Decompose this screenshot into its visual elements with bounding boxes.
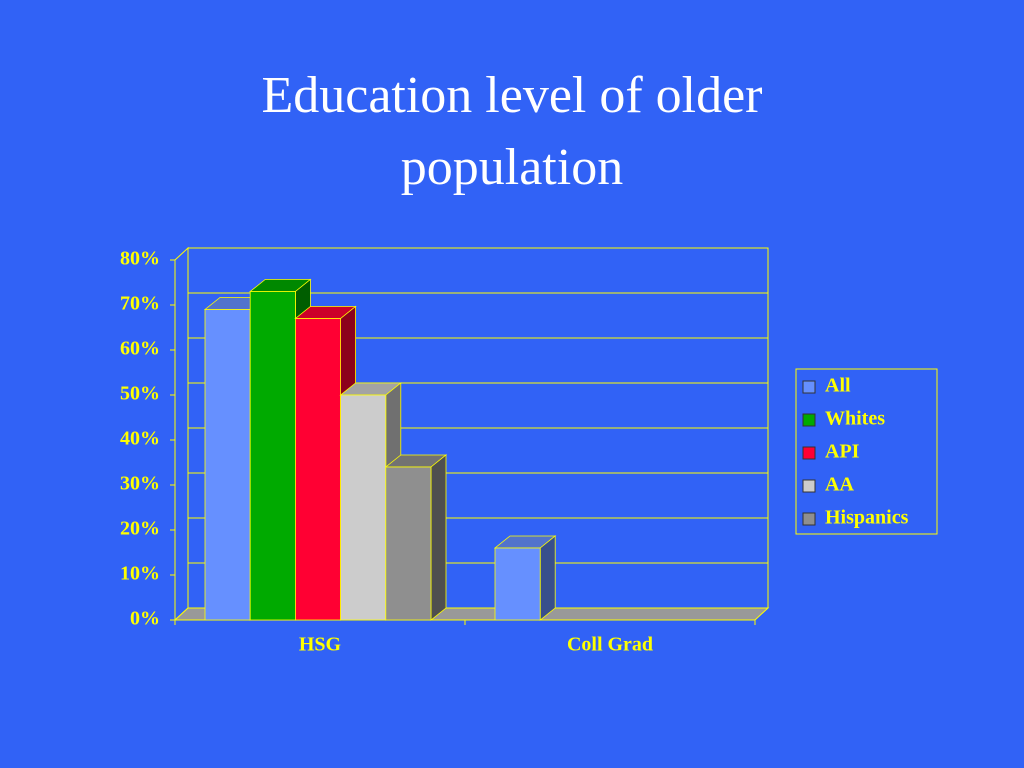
legend-swatch [802,413,816,427]
legend-swatch [802,479,816,493]
chart-title: Education level of older population [261,67,762,196]
bar-front [385,466,432,621]
y-tick-label: 40% [120,428,160,450]
y-tick-label: 70% [120,293,160,315]
bar [493,535,557,621]
legend-label: AA [825,474,854,496]
legend-box [795,368,938,535]
x-tick-label: Coll Grad [567,634,653,656]
bar-side [430,454,447,621]
x-tick-label: HSG [299,634,342,656]
y-tick-label: 30% [120,473,160,495]
legend-swatch [802,446,816,460]
bar-front [494,547,541,621]
bar-side [539,535,556,621]
bar-front [249,291,296,621]
legend-label: Hispanics [825,507,909,529]
y-tick-label: 20% [120,518,160,540]
legend-swatch [802,380,816,394]
bar-front [340,394,387,621]
bar-front [204,309,251,621]
y-tick-label: 0% [130,608,160,630]
bar-front [294,318,341,621]
bar [384,454,448,621]
legend-label: All [825,375,851,397]
legend-swatch [802,512,816,526]
y-tick-label: 60% [120,338,160,360]
y-tick-label: 50% [120,383,160,405]
y-tick-label: 80% [120,248,160,270]
legend-label: API [825,441,860,463]
legend-label: Whites [825,408,885,430]
y-tick-label: 10% [120,563,160,585]
